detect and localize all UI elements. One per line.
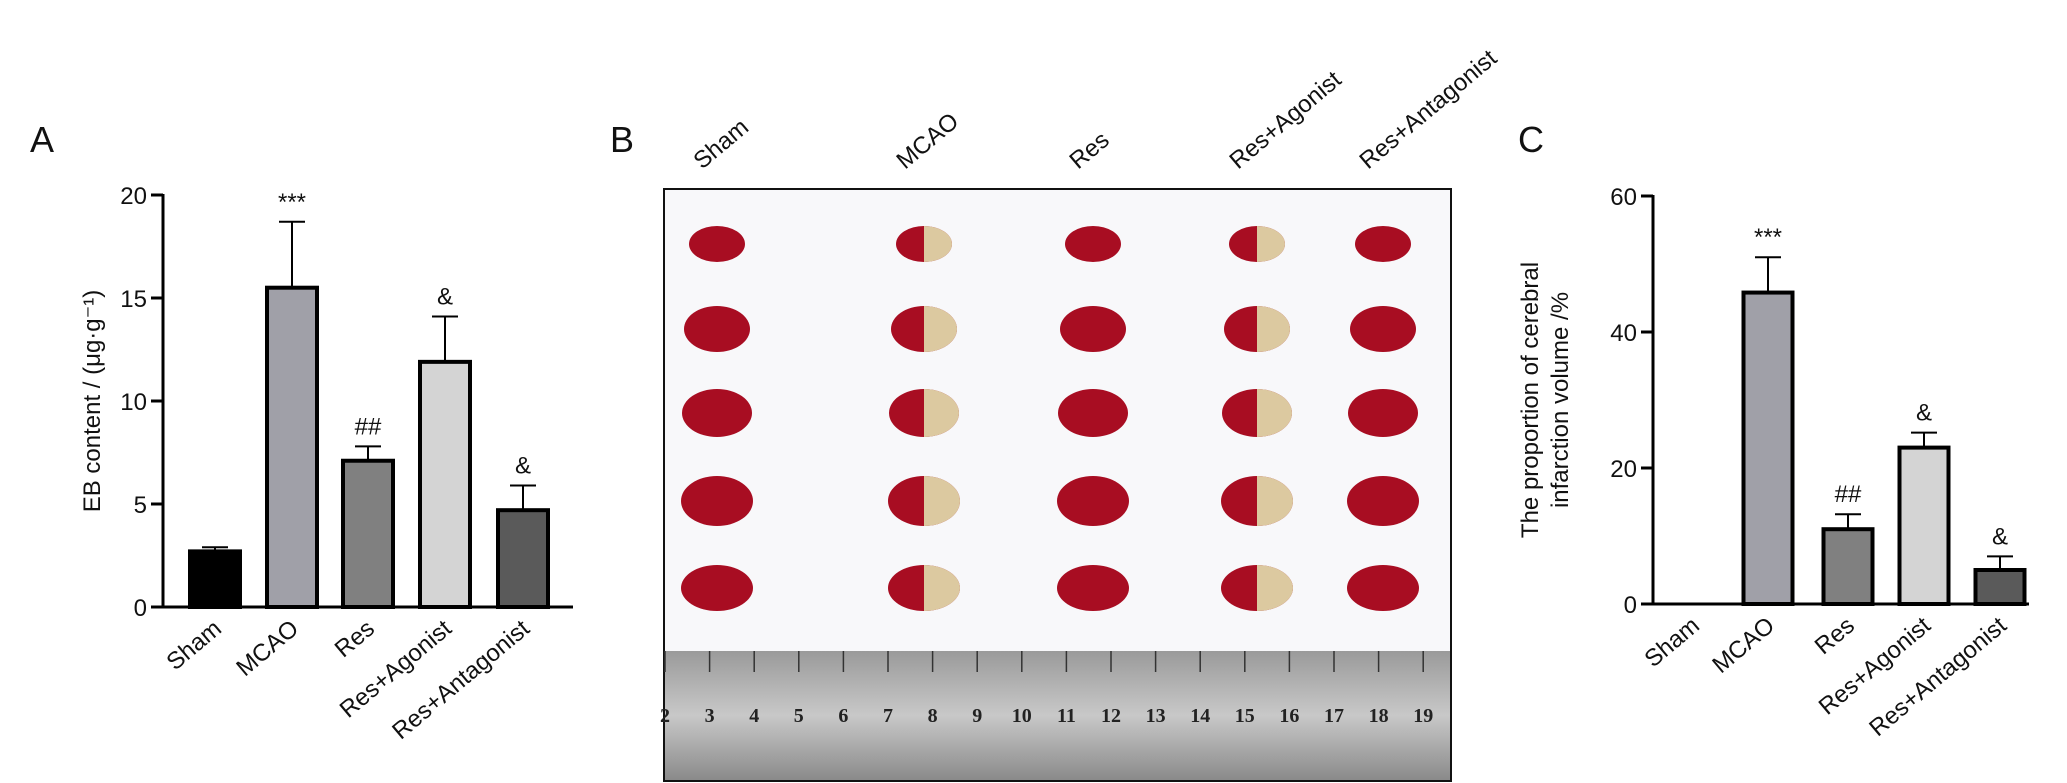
y-tick-label: 20 xyxy=(120,183,147,210)
column-label: Res+Agonist xyxy=(1225,66,1347,175)
annotation: & xyxy=(1916,400,1932,427)
brain-slice xyxy=(689,226,745,262)
y-tick-label: 40 xyxy=(1610,320,1637,347)
column-label: Res xyxy=(1065,126,1115,174)
ruler-number: 6 xyxy=(838,705,848,727)
bar xyxy=(496,508,550,609)
annotation: & xyxy=(515,452,531,479)
x-tick-label: Res xyxy=(1810,612,1860,660)
ruler-number: 8 xyxy=(928,705,938,727)
infarct-area xyxy=(1257,389,1292,437)
brain-slice xyxy=(1065,226,1121,262)
ruler-number: 17 xyxy=(1324,705,1344,727)
bar xyxy=(1821,527,1875,607)
annotation: ## xyxy=(1835,481,1862,508)
panel-label: B xyxy=(610,119,634,160)
ruler-number: 12 xyxy=(1101,705,1121,727)
column-label: Sham xyxy=(689,114,754,175)
ruler-number: 5 xyxy=(794,705,804,727)
y-tick-label: 0 xyxy=(134,595,147,622)
brain-slice xyxy=(1057,476,1129,526)
ruler-number: 10 xyxy=(1012,705,1032,727)
infarct-area xyxy=(1257,226,1285,262)
brain-slice xyxy=(682,389,752,437)
ruler-number: 4 xyxy=(749,705,759,727)
y-tick-label: 0 xyxy=(1624,592,1637,619)
brain-slice xyxy=(681,565,753,611)
y-axis-label: infarction volume /% xyxy=(1547,292,1574,508)
annotation: ## xyxy=(355,413,382,440)
y-tick-label: 60 xyxy=(1610,184,1637,211)
ruler xyxy=(665,651,1450,780)
ruler-number: 7 xyxy=(883,705,893,727)
brain-slice xyxy=(1355,226,1411,262)
x-tick-label: MCAO xyxy=(1707,612,1780,679)
y-tick-label: 5 xyxy=(134,492,147,519)
brain-slice xyxy=(1347,476,1419,526)
bar xyxy=(265,285,319,609)
panel-label: A xyxy=(30,119,54,160)
ruler-number: 2 xyxy=(660,705,670,727)
annotation: *** xyxy=(278,189,306,216)
brain-slice xyxy=(1348,389,1418,437)
y-tick-label: 10 xyxy=(120,389,147,416)
column-label: MCAO xyxy=(892,108,965,175)
bar xyxy=(1897,445,1951,606)
brain-slice xyxy=(681,476,753,526)
x-tick-label: Res+Antagonist xyxy=(1864,612,2012,742)
infarct-area xyxy=(1257,476,1293,526)
brain-slice xyxy=(1350,306,1416,352)
infarct-area xyxy=(924,389,959,437)
brain-slice xyxy=(684,306,750,352)
brain-slice xyxy=(1057,565,1129,611)
bar xyxy=(1973,568,2027,606)
y-tick-label: 15 xyxy=(120,286,147,313)
brain-slice xyxy=(1058,389,1128,437)
panel-label: C xyxy=(1518,119,1544,160)
x-tick-label: Res+Antagonist xyxy=(387,615,535,745)
annotation: & xyxy=(1992,523,2008,550)
x-tick-label: MCAO xyxy=(231,615,304,682)
ruler-number: 18 xyxy=(1369,705,1389,727)
ruler-number: 16 xyxy=(1279,705,1299,727)
infarct-area xyxy=(1257,565,1293,611)
brain-slice xyxy=(1060,306,1126,352)
ruler-number: 3 xyxy=(705,705,715,727)
bar xyxy=(188,549,242,610)
y-axis-label: The proportion of cerebral xyxy=(1517,262,1544,538)
bar xyxy=(418,359,472,609)
x-tick-label: Sham xyxy=(161,615,226,676)
y-tick-label: 20 xyxy=(1610,456,1637,483)
ruler-number: 15 xyxy=(1235,705,1255,727)
ruler-number: 14 xyxy=(1190,705,1210,727)
annotation: *** xyxy=(1754,224,1782,251)
x-tick-label: Res xyxy=(330,615,380,663)
brain-slice xyxy=(1347,565,1419,611)
ruler-number: 13 xyxy=(1146,705,1166,727)
infarct-area xyxy=(924,306,957,352)
infarct-area xyxy=(924,476,960,526)
ruler-number: 9 xyxy=(972,705,982,727)
column-label: Res+Antagonist xyxy=(1355,44,1503,174)
photo-panel xyxy=(663,188,1452,782)
infarct-area xyxy=(924,565,960,611)
y-axis-label: EB content / (μg·g⁻¹) xyxy=(79,290,106,513)
ruler-number: 19 xyxy=(1413,705,1433,727)
annotation: & xyxy=(437,284,453,311)
bar xyxy=(1741,290,1795,606)
infarct-area xyxy=(1257,306,1290,352)
bar xyxy=(341,458,395,609)
ruler-number: 11 xyxy=(1057,705,1076,727)
infarct-area xyxy=(924,226,952,262)
x-tick-label: Sham xyxy=(1639,612,1704,673)
